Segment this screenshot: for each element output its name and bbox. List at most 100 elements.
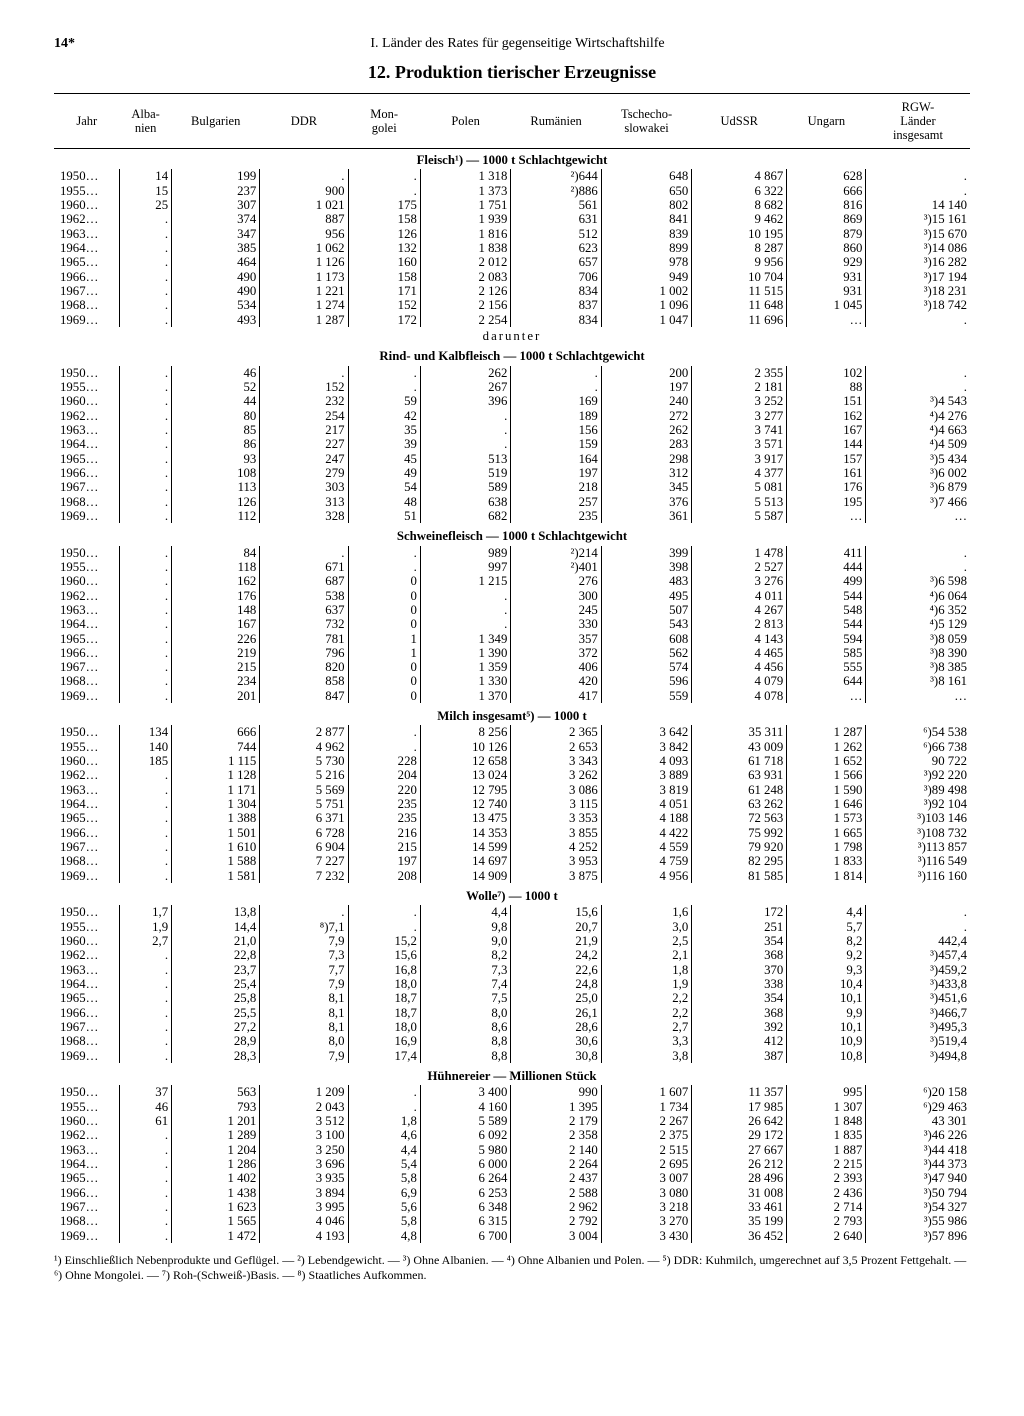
table-row: 1969….1 4724 1934,86 7003 0043 43036 452… xyxy=(54,1229,970,1243)
year-cell: 1964… xyxy=(54,241,120,255)
year-cell: 1963… xyxy=(54,783,120,797)
data-cell: 2 653 xyxy=(511,740,601,754)
data-cell: 1 565 xyxy=(172,1214,260,1228)
data-cell: 841 xyxy=(601,212,691,226)
table-row: 1962….1765380.3004954 011544⁴)6 064 xyxy=(54,589,970,603)
data-cell: 990 xyxy=(511,1085,601,1099)
data-cell: . xyxy=(120,509,172,523)
year-cell: 1968… xyxy=(54,1214,120,1228)
data-cell: 37 xyxy=(120,1085,172,1099)
data-cell: 1 646 xyxy=(787,797,866,811)
col-bulgarien: Bulgarien xyxy=(172,94,260,149)
data-cell: 495 xyxy=(601,589,691,603)
data-cell: 2 695 xyxy=(601,1157,691,1171)
table-row: 1955…1,914,4⁸)7,1.9,820,73,02515,7. xyxy=(54,920,970,934)
data-cell: 1 289 xyxy=(172,1128,260,1142)
data-cell: ³)5 434 xyxy=(866,452,970,466)
year-cell: 1969… xyxy=(54,869,120,883)
data-cell: . xyxy=(120,255,172,269)
data-cell: 240 xyxy=(601,394,691,408)
data-cell: 215 xyxy=(348,840,420,854)
data-cell: 25,5 xyxy=(172,1006,260,1020)
table-row: 1962….8025442.1892723 277162⁴)4 276 xyxy=(54,409,970,423)
data-cell: 1,8 xyxy=(601,963,691,977)
data-cell: 6 253 xyxy=(420,1186,510,1200)
data-cell: 33 461 xyxy=(692,1200,787,1214)
data-cell: ⁶)29 463 xyxy=(866,1100,970,1114)
data-cell: 2 393 xyxy=(787,1171,866,1185)
data-cell: 134 xyxy=(120,725,172,739)
data-cell: ³)108 732 xyxy=(866,826,970,840)
data-cell: . xyxy=(348,169,420,183)
data-cell: . xyxy=(866,920,970,934)
table-row: 1963….1 2043 2504,45 9802 1402 51527 667… xyxy=(54,1143,970,1157)
data-cell: 3 252 xyxy=(692,394,787,408)
data-cell: ³)103 146 xyxy=(866,811,970,825)
data-cell: ⁴)5 129 xyxy=(866,617,970,631)
data-cell: 650 xyxy=(601,184,691,198)
data-cell: 3 218 xyxy=(601,1200,691,1214)
data-cell: 208 xyxy=(348,869,420,883)
data-cell: ⁴)4 663 xyxy=(866,423,970,437)
data-cell: 3 400 xyxy=(420,1085,510,1099)
data-cell: . xyxy=(866,366,970,380)
data-cell: 4 465 xyxy=(692,646,787,660)
data-cell: 7,7 xyxy=(260,963,348,977)
data-cell: 175 xyxy=(348,198,420,212)
data-cell: 235 xyxy=(348,811,420,825)
data-cell: . xyxy=(348,725,420,739)
data-cell: 156 xyxy=(511,423,601,437)
data-cell: 185 xyxy=(120,754,172,768)
table-row: 1962….1 1285 21620413 0243 2623 88963 93… xyxy=(54,768,970,782)
year-cell: 1955… xyxy=(54,920,120,934)
data-cell: 7,9 xyxy=(260,977,348,991)
data-cell: . xyxy=(120,797,172,811)
data-cell: 2 640 xyxy=(787,1229,866,1243)
data-cell: 10,4 xyxy=(787,977,866,991)
data-cell: 7,3 xyxy=(260,948,348,962)
data-cell: ³)6 879 xyxy=(866,480,970,494)
data-cell: ³)457,4 xyxy=(866,948,970,962)
table-row: 1950….46..262.2002 355102. xyxy=(54,366,970,380)
section-title-row: Milch insgesamt⁵) — 1000 t xyxy=(54,705,970,725)
data-cell: 3 696 xyxy=(260,1157,348,1171)
data-cell: 9,2 xyxy=(787,948,866,962)
data-cell: 345 xyxy=(601,480,691,494)
data-cell: 176 xyxy=(787,480,866,494)
data-cell: 108 xyxy=(172,466,260,480)
table-row: 1964….1 3045 75123512 7403 1154 05163 26… xyxy=(54,797,970,811)
data-cell: 4 193 xyxy=(260,1229,348,1243)
data-cell: 899 xyxy=(601,241,691,255)
data-cell: 4 046 xyxy=(260,1214,348,1228)
data-cell: 5 980 xyxy=(420,1143,510,1157)
data-cell: 657 xyxy=(511,255,601,269)
data-cell: . xyxy=(120,1020,172,1034)
data-cell: . xyxy=(120,811,172,825)
data-cell: 2,5 xyxy=(601,934,691,948)
table-row: 1955…15237900.1 373²)8866506 322666. xyxy=(54,184,970,198)
data-cell: 5 081 xyxy=(692,480,787,494)
data-cell: ³)14 086 xyxy=(866,241,970,255)
data-cell: 561 xyxy=(511,198,601,212)
data-cell: 2 375 xyxy=(601,1128,691,1142)
data-cell: 544 xyxy=(787,589,866,603)
data-cell: 6,9 xyxy=(348,1186,420,1200)
table-body: Fleisch¹) — 1000 t Schlachtgewicht1950…1… xyxy=(54,149,970,1245)
data-cell: 490 xyxy=(172,270,260,284)
data-cell: 16,8 xyxy=(348,963,420,977)
data-cell: 8,0 xyxy=(260,1034,348,1048)
data-cell: 1 287 xyxy=(787,725,866,739)
year-cell: 1965… xyxy=(54,255,120,269)
data-cell: 162 xyxy=(787,409,866,423)
data-cell: 219 xyxy=(172,646,260,660)
data-cell: 1 128 xyxy=(172,768,260,782)
data-cell: 140 xyxy=(120,740,172,754)
data-cell: 4 267 xyxy=(692,603,787,617)
data-cell: ³)15 161 xyxy=(866,212,970,226)
data-cell: 931 xyxy=(787,284,866,298)
data-cell: 442,4 xyxy=(866,934,970,948)
data-cell: 9,3 xyxy=(787,963,866,977)
data-cell: 5 589 xyxy=(420,1114,510,1128)
data-cell: 4 079 xyxy=(692,674,787,688)
data-cell: 464 xyxy=(172,255,260,269)
